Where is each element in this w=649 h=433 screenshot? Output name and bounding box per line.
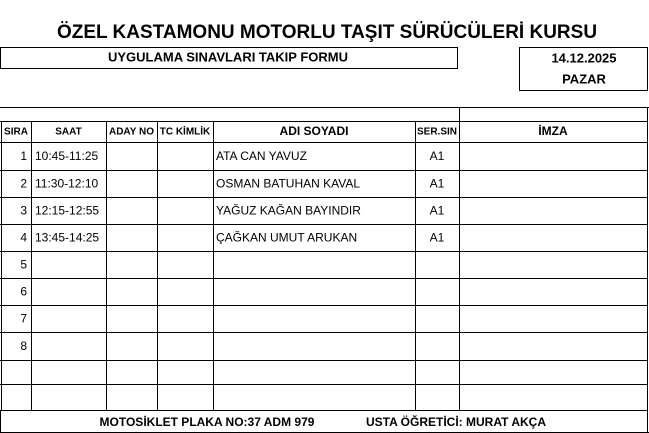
column-header: SAAT [55, 127, 81, 138]
column-header: TC KİMLİK [160, 125, 211, 138]
row-number: 2 [20, 177, 27, 191]
name: YAĞUZ KAĞAN BAYINDIR [216, 203, 361, 218]
time: 10:45-11:25 [35, 149, 98, 163]
plate: MOTOSİKLET PLAKA NO:37 ADM 979 [100, 414, 315, 429]
time: 12:15-12:55 [35, 204, 99, 218]
title: ÖZEL KASTAMONU MOTORLU TAŞIT SÜRÜCÜLERİ … [57, 22, 597, 43]
name: OSMAN BATUHAN KAVAL [216, 177, 360, 191]
column-header: ADI SOYADI [280, 124, 349, 138]
class: A1 [430, 149, 445, 163]
row-number: 5 [20, 258, 27, 272]
column-header: SER.SIN [417, 127, 457, 138]
row-number: 6 [20, 285, 27, 299]
subtitle-box [0, 47, 458, 69]
name: ÇAĞKAN UMUT ARUKAN [216, 230, 357, 245]
date-box [519, 47, 648, 91]
class: A1 [430, 231, 445, 245]
subtitle: UYGULAMA SINAVLARI TAKIP FORMU [108, 49, 348, 64]
time: 11:30-12:10 [35, 177, 98, 191]
class: A1 [430, 204, 445, 218]
column-header: ADAY NO [109, 127, 154, 138]
row-number: 8 [20, 339, 27, 353]
name: ATA CAN YAVUZ [216, 149, 307, 163]
row-number: 4 [20, 231, 27, 245]
class: A1 [430, 177, 445, 191]
day: PAZAR [562, 71, 606, 86]
row-number: 3 [20, 204, 27, 218]
column-header: SIRA [4, 127, 28, 138]
row-number: 1 [20, 149, 27, 163]
date: 14.12.2025 [551, 50, 616, 65]
row-number: 7 [20, 312, 27, 326]
instructor: USTA ÖĞRETİCİ: MURAT AKÇA [366, 414, 546, 429]
column-header: İMZA [538, 123, 568, 138]
time: 13:45-14:25 [35, 231, 99, 245]
